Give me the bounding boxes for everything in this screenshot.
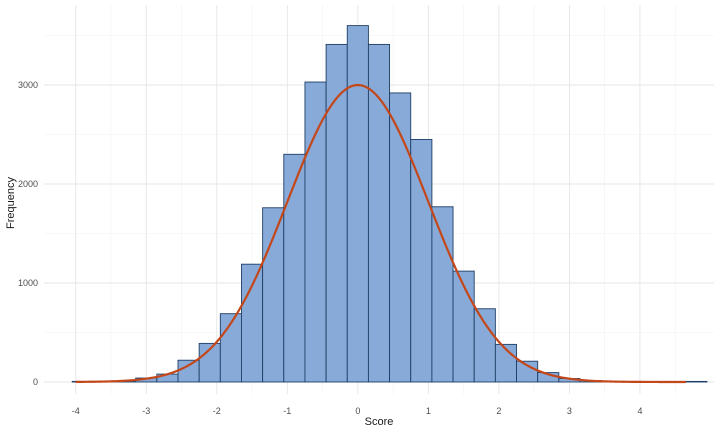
histogram-bar (283, 153, 306, 383)
x-axis-title: Score (365, 416, 394, 428)
histogram-bar (325, 43, 348, 383)
x-tick-label: -4 (72, 406, 80, 416)
histogram-bar (367, 43, 391, 383)
y-tick-label: 1000 (18, 278, 38, 288)
y-tick-label: 2000 (18, 179, 38, 189)
x-tick-label: 1 (426, 406, 431, 416)
y-tick-label: 3000 (18, 80, 38, 90)
y-tick-label: 0 (33, 377, 38, 387)
histogram-bar (177, 359, 200, 383)
x-tick-label: 2 (496, 406, 501, 416)
density-curve-layer (75, 83, 686, 384)
histogram-bar (431, 206, 454, 383)
histogram-bar (685, 380, 708, 383)
x-tick-label: -3 (142, 406, 150, 416)
x-tick-label: 0 (355, 406, 360, 416)
histogram-bars (71, 25, 708, 383)
x-tick-label: -2 (213, 406, 221, 416)
x-tick-label: -1 (283, 406, 291, 416)
histogram-bar (410, 138, 433, 383)
x-tick-label: 4 (637, 406, 642, 416)
histogram-bar (241, 263, 264, 383)
histogram-bar (262, 207, 285, 383)
histogram-bar (346, 25, 369, 383)
y-axis-title: Frequency (5, 177, 17, 229)
x-tick-label: 3 (567, 406, 572, 416)
tick-labels: -4 -3 -2 -1 0 1 2 3 4 0 1000 2000 3000 (18, 80, 642, 416)
histogram-bar (304, 81, 327, 383)
density-curve (75, 83, 686, 384)
histogram-bar (473, 308, 496, 383)
